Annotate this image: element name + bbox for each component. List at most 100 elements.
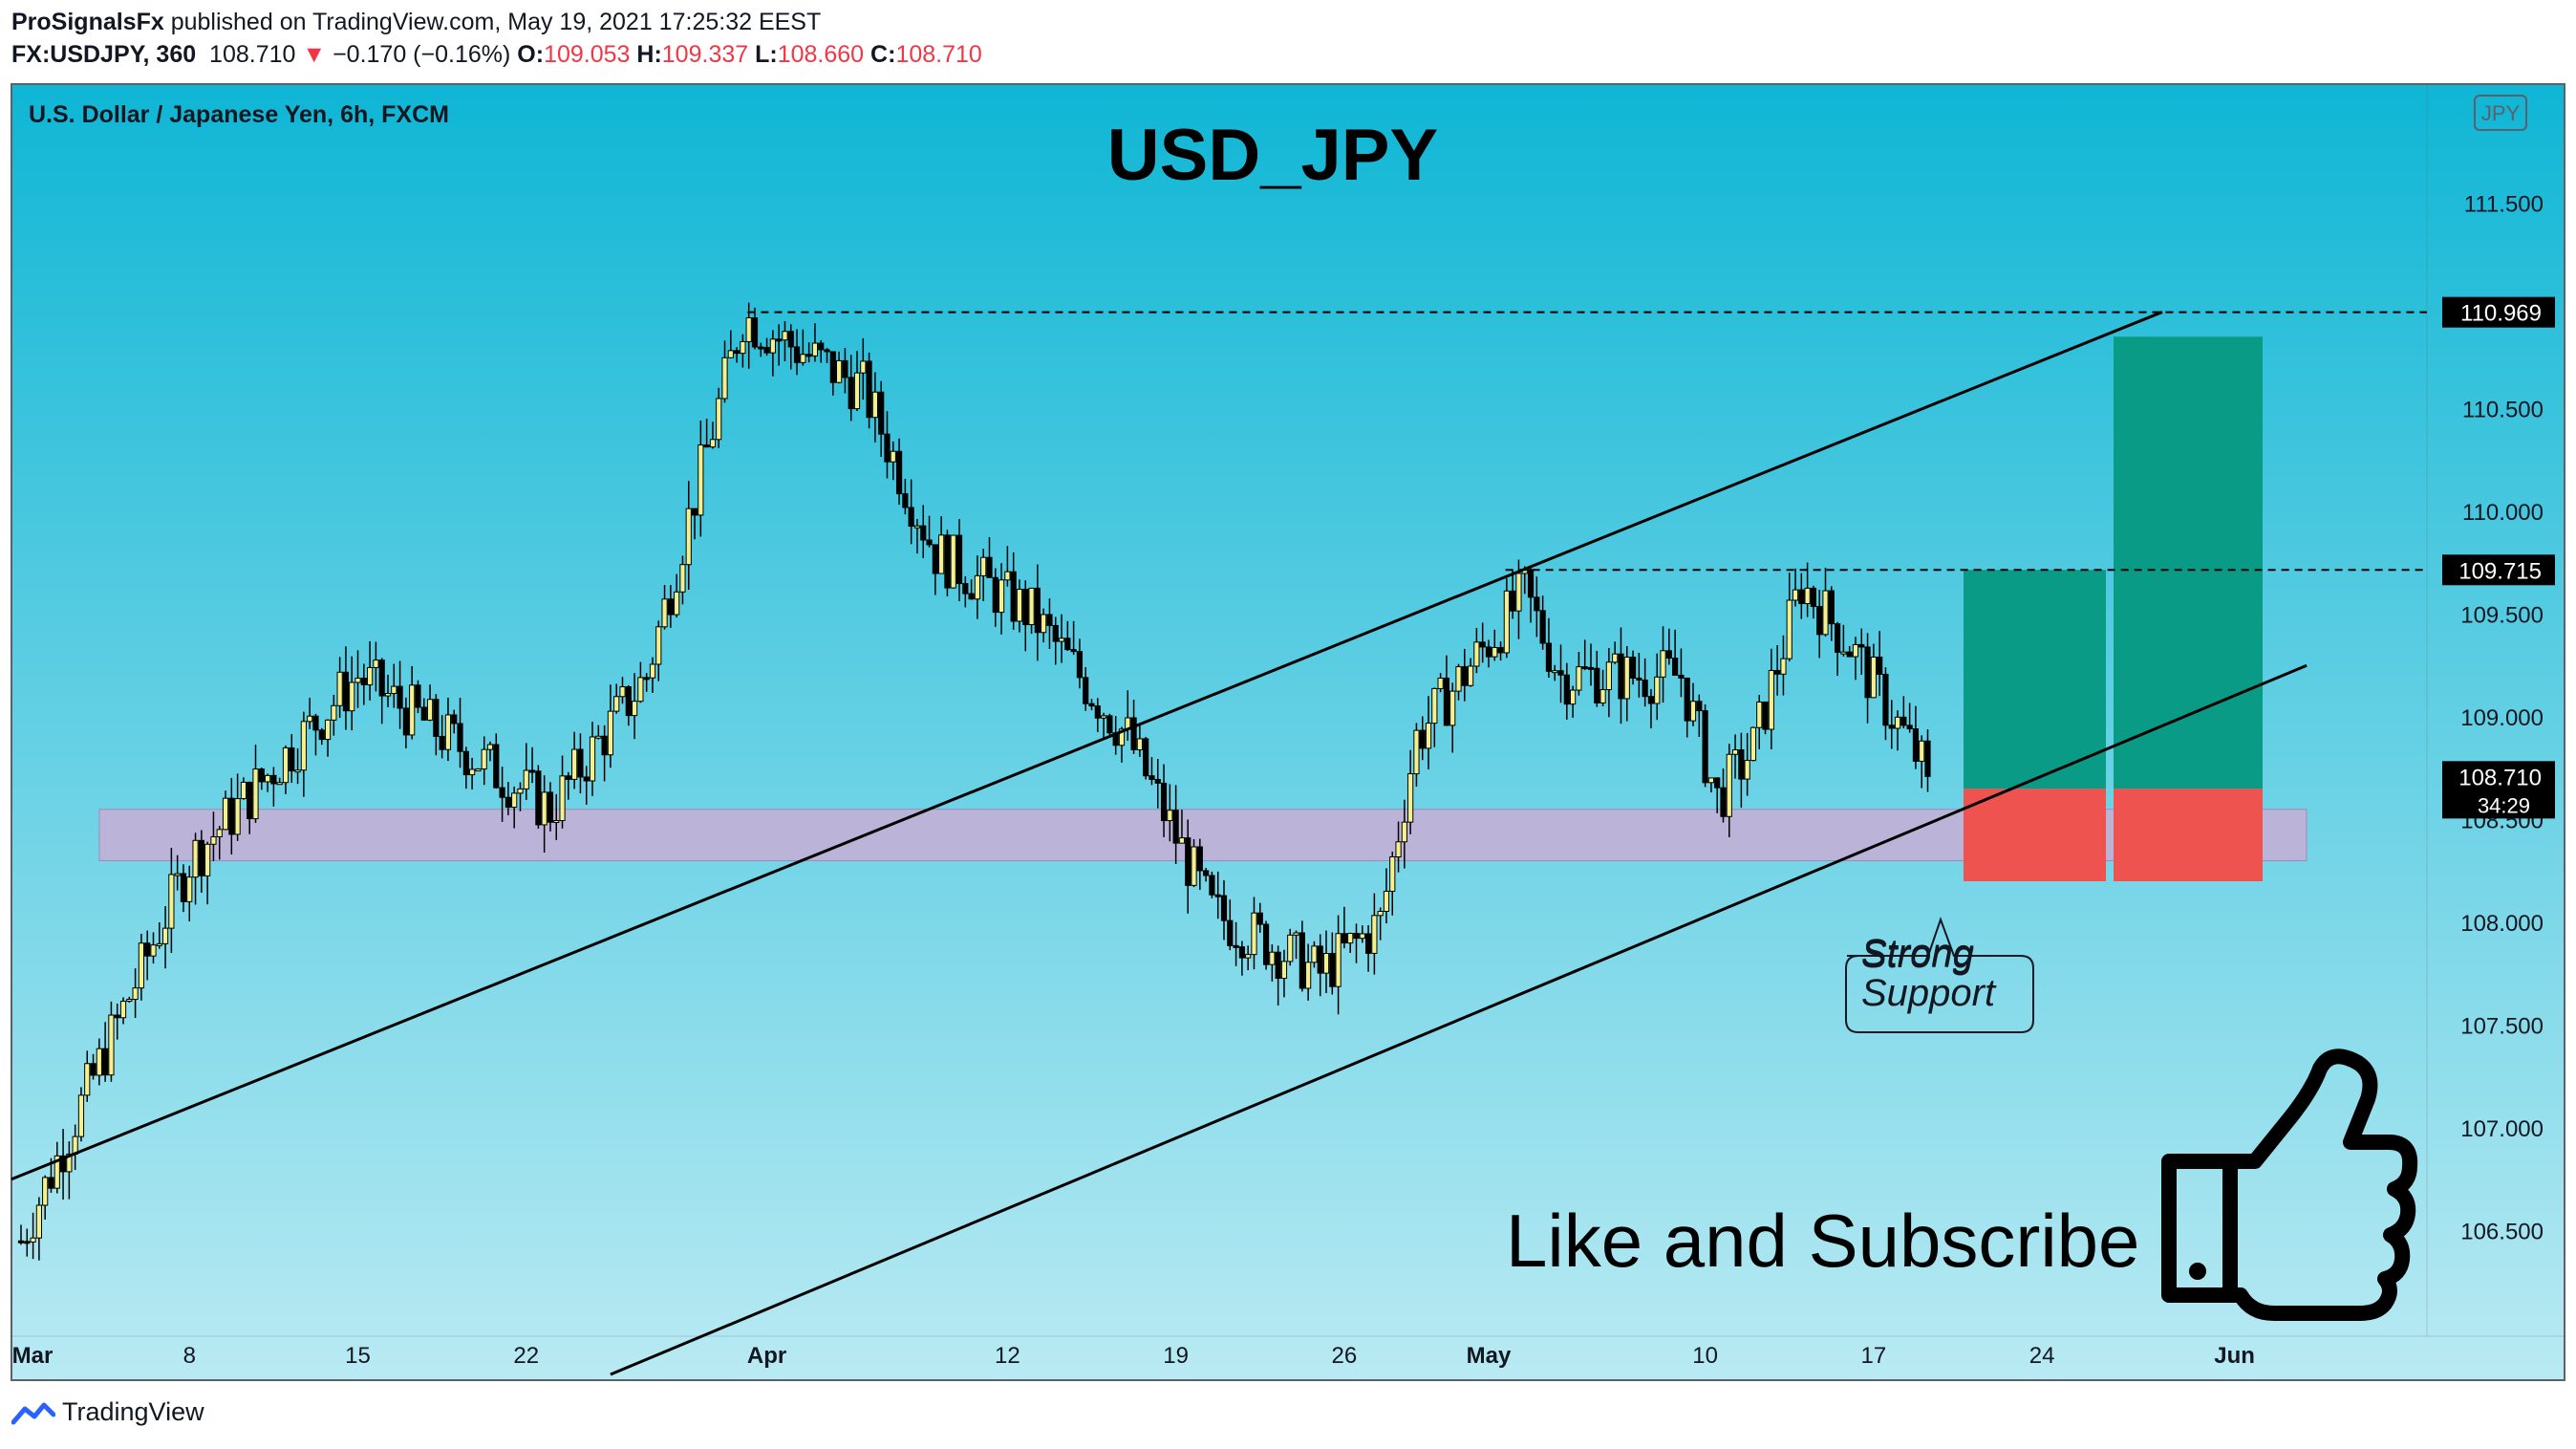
- candle-up: [1191, 846, 1197, 886]
- candle-down: [1185, 837, 1191, 886]
- candle-down: [1877, 656, 1883, 675]
- x-tick-label: 8: [183, 1343, 196, 1369]
- candle-up: [871, 391, 878, 419]
- target-box: [2114, 336, 2263, 789]
- candle-up: [96, 1048, 102, 1076]
- candle-up: [1576, 666, 1582, 691]
- author-name[interactable]: ProSignalsFx: [11, 9, 164, 35]
- candle-up: [1840, 651, 1847, 655]
- candle-up: [637, 677, 644, 703]
- candle-down: [228, 797, 235, 835]
- candle-down: [1106, 715, 1113, 734]
- candle-up: [234, 798, 241, 835]
- candle-down: [1497, 646, 1504, 654]
- publish-details: published on TradingView.com, May 19, 20…: [163, 9, 822, 35]
- candle-down: [1233, 944, 1239, 948]
- candle-up: [138, 942, 145, 989]
- candle-down: [625, 686, 632, 717]
- candle-up: [1028, 587, 1035, 626]
- candle-up: [1768, 669, 1774, 730]
- stop-box: [2114, 789, 2263, 881]
- candle-down: [1160, 782, 1168, 822]
- candle-down: [751, 317, 759, 348]
- candle-up: [1515, 573, 1522, 612]
- candle-down: [1678, 674, 1685, 679]
- candle-up: [619, 686, 626, 698]
- candle-down: [1196, 846, 1203, 872]
- candle-up: [553, 820, 560, 824]
- candle-up: [913, 525, 921, 529]
- candle-down: [1539, 610, 1546, 644]
- channel-lower-line: [610, 663, 2308, 1376]
- candle-up: [1359, 933, 1365, 940]
- candle-down: [1816, 606, 1823, 636]
- candle-down: [318, 729, 325, 741]
- publish-info: ProSignalsFx published on TradingView.co…: [11, 6, 982, 38]
- candle-down: [1545, 642, 1553, 672]
- candle-up: [391, 685, 397, 695]
- candle-up: [240, 781, 247, 800]
- candle-down: [902, 493, 909, 508]
- candle-up: [252, 768, 259, 820]
- candle-down: [968, 593, 975, 600]
- countdown-text: 34:29: [2478, 793, 2530, 817]
- candle-up: [1118, 728, 1126, 746]
- candle-down: [1702, 710, 1708, 784]
- candle-down: [1227, 919, 1234, 946]
- candle-up: [631, 701, 638, 717]
- x-tick-label: 15: [345, 1343, 371, 1369]
- candle-up: [282, 746, 290, 784]
- candle-up: [331, 704, 337, 721]
- candle-down: [787, 331, 794, 348]
- candle-up: [698, 444, 704, 516]
- candle-up: [1287, 934, 1294, 962]
- candle-up: [1058, 638, 1065, 642]
- candle-down: [1154, 778, 1161, 784]
- candle-up: [1101, 715, 1107, 719]
- candle-down: [1594, 667, 1600, 703]
- candle-up: [1395, 841, 1402, 857]
- candle-down: [499, 787, 505, 798]
- high-value: 109.337: [661, 41, 749, 68]
- candle-down: [1010, 571, 1017, 622]
- candle-up: [168, 874, 175, 929]
- candle-up: [210, 835, 217, 845]
- candle-up: [1437, 677, 1444, 689]
- candle-up: [1004, 571, 1011, 581]
- candle-up: [108, 1014, 115, 1076]
- x-tick-label: Jun: [2214, 1343, 2255, 1369]
- candle-up: [1822, 590, 1829, 636]
- candle-up: [685, 508, 692, 566]
- candle-down: [1419, 729, 1426, 749]
- currency-badge[interactable]: [2474, 95, 2527, 131]
- candle-down: [451, 714, 458, 724]
- candle-up: [811, 342, 819, 357]
- tradingview-footer[interactable]: TradingView: [11, 1397, 204, 1427]
- candle-down: [1534, 596, 1540, 612]
- candle-up: [84, 1063, 91, 1096]
- candle-up: [1245, 954, 1252, 959]
- candle-up: [1293, 932, 1299, 936]
- candle-down: [1714, 777, 1721, 789]
- candle-down: [866, 360, 872, 419]
- candle-up: [1413, 729, 1420, 775]
- candle-up: [216, 829, 223, 837]
- candle-down: [360, 678, 367, 685]
- candle-up: [541, 791, 547, 826]
- tradingview-brand: TradingView: [62, 1397, 204, 1426]
- candle-up: [853, 372, 861, 410]
- candle-up: [1269, 951, 1276, 965]
- price-label-box: [2442, 554, 2555, 586]
- candle-up: [119, 1001, 127, 1019]
- candle-down: [1461, 666, 1468, 686]
- candle-up: [607, 710, 614, 756]
- candle-up: [1707, 777, 1714, 784]
- x-tick-label: 17: [1861, 1343, 1887, 1369]
- candle-up: [836, 359, 843, 383]
- candle-up: [1731, 749, 1739, 755]
- stop-box: [1964, 789, 2106, 881]
- thumbs-up-icon[interactable]: [2161, 1049, 2418, 1321]
- candle-down: [1684, 677, 1690, 722]
